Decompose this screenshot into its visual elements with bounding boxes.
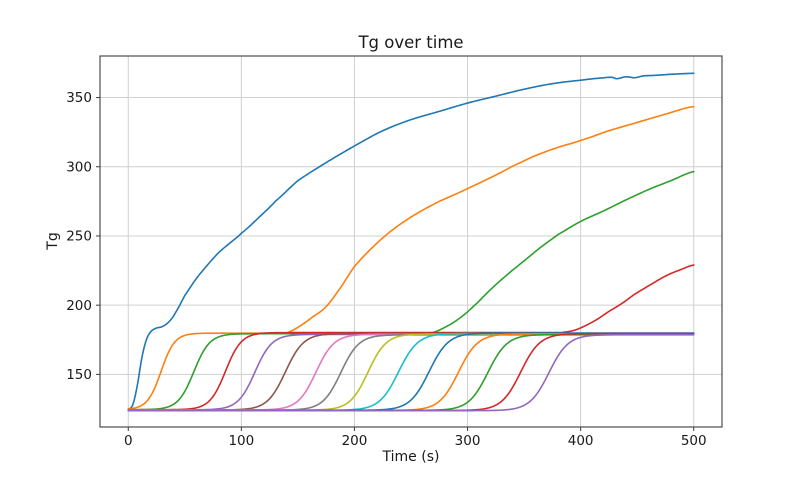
- x-tick-label: 200: [342, 433, 368, 449]
- x-tick-label: 500: [681, 433, 707, 449]
- y-tick-labels: 150 200 250 300 350: [66, 90, 92, 383]
- series-lines: [127, 72, 695, 412]
- axis-ticks: [96, 97, 695, 431]
- x-tick-label: 0: [124, 433, 133, 449]
- y-tick-label: 300: [66, 159, 92, 175]
- x-tick-labels: 0 100 200 300 400 500: [124, 433, 707, 449]
- x-tick-label: 400: [568, 433, 594, 449]
- y-tick-label: 200: [66, 298, 92, 314]
- y-axis-label: Tg: [45, 232, 61, 250]
- series-line-15: [127, 333, 695, 412]
- y-tick-label: 150: [66, 367, 92, 383]
- x-tick-label: 300: [455, 433, 481, 449]
- axes-frame: [99, 55, 723, 428]
- chart-title: Tg over time: [357, 33, 463, 52]
- x-axis-label: Time (s): [382, 449, 440, 465]
- axes-background: [100, 56, 722, 427]
- series-line-1: [127, 72, 695, 411]
- series-line-4: [127, 264, 695, 411]
- y-tick-label: 350: [66, 90, 92, 106]
- y-tick-label: 250: [66, 229, 92, 245]
- series-line-2: [127, 105, 695, 410]
- x-tick-label: 100: [228, 433, 254, 449]
